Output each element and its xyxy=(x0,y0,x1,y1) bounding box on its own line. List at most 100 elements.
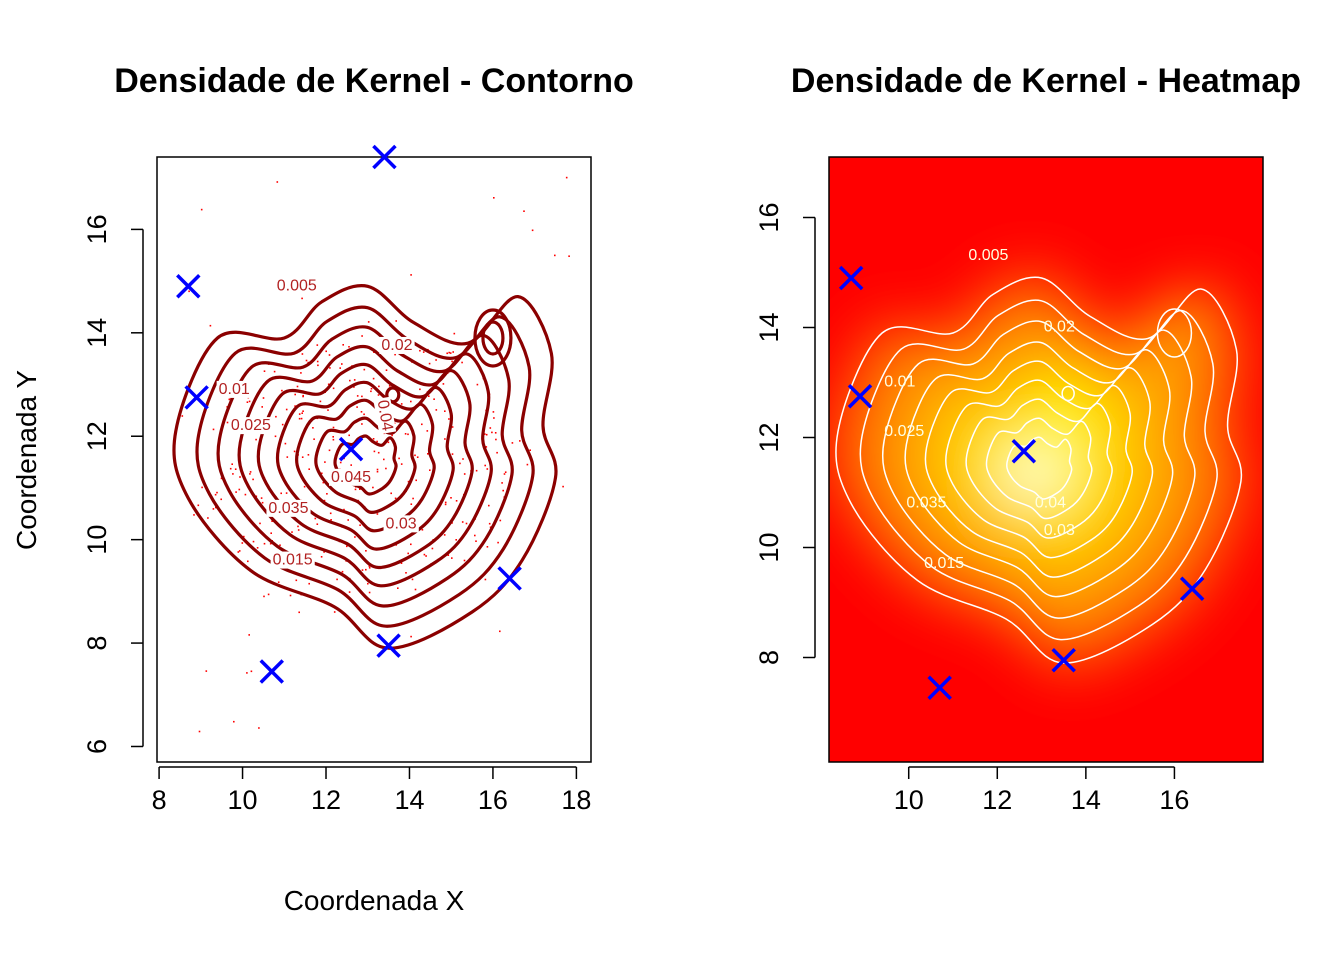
sample-point xyxy=(367,321,370,323)
sample-point xyxy=(411,578,414,581)
sample-point xyxy=(414,454,416,457)
contour-line xyxy=(275,380,455,551)
sample-point xyxy=(531,229,534,232)
sample-point xyxy=(415,479,417,482)
sample-point xyxy=(323,499,326,502)
sample-point xyxy=(450,497,452,499)
contour-label: 0.01 xyxy=(219,381,250,398)
sample-point xyxy=(523,210,525,212)
sample-point xyxy=(316,344,319,346)
y-axis-label: Coordenada Y xyxy=(11,370,42,550)
contour-label: 0.01 xyxy=(884,374,915,391)
cluster-marker xyxy=(847,384,873,409)
sample-point xyxy=(562,485,564,488)
chart-title-left: Densidade de Kernel - Contorno xyxy=(114,62,634,100)
x-tick-label: 14 xyxy=(394,785,424,815)
sample-point xyxy=(285,492,288,494)
sample-point xyxy=(428,395,430,397)
sample-point xyxy=(407,433,409,436)
sample-point xyxy=(263,542,266,545)
sample-point xyxy=(328,354,331,356)
sample-point xyxy=(448,351,450,354)
sample-point xyxy=(395,320,397,322)
cluster-marker xyxy=(184,385,209,410)
sample-point xyxy=(198,730,201,733)
sample-point xyxy=(262,397,265,399)
sample-point xyxy=(200,208,203,211)
sample-point xyxy=(353,386,355,388)
contour-line xyxy=(256,362,474,570)
sample-point xyxy=(425,555,427,557)
sample-point xyxy=(410,400,412,403)
sample-point xyxy=(286,456,289,458)
sample-point xyxy=(444,501,447,504)
y-tick-label: 8 xyxy=(82,636,112,651)
sample-point xyxy=(486,546,489,548)
sample-point xyxy=(294,393,296,396)
contour-label: 0.025 xyxy=(884,423,924,440)
contour-panel: Densidade de Kernel - Contorno 0.005 0.01… xyxy=(11,62,634,916)
heat-band xyxy=(1006,454,1059,498)
contour-line xyxy=(237,344,493,588)
sample-point xyxy=(429,469,431,471)
sample-point xyxy=(284,442,287,445)
sample-point xyxy=(269,542,272,545)
sample-point xyxy=(302,394,304,397)
sample-point xyxy=(279,544,281,546)
sample-point xyxy=(377,451,380,454)
sample-point xyxy=(361,335,363,337)
sample-point xyxy=(317,364,319,367)
sample-point xyxy=(249,471,252,473)
plot-area-right xyxy=(828,156,1264,763)
sample-point xyxy=(360,411,363,413)
sample-point xyxy=(301,353,304,355)
sample-point xyxy=(209,324,212,327)
sample-point xyxy=(453,332,456,335)
x-tick-label: 12 xyxy=(311,785,341,815)
sample-point xyxy=(444,410,446,412)
contour-label: 0.03 xyxy=(1044,522,1075,539)
sample-point xyxy=(248,400,251,403)
sample-point xyxy=(416,456,419,458)
y-tick-label: 16 xyxy=(754,202,784,232)
sample-point xyxy=(412,497,414,500)
sample-point xyxy=(314,517,317,520)
sample-point xyxy=(423,553,426,556)
sample-point xyxy=(504,471,507,473)
sample-point xyxy=(428,362,431,365)
sample-point xyxy=(212,428,215,431)
contour-label: 0.04 xyxy=(374,399,396,433)
contour-label: 0.005 xyxy=(968,247,1008,264)
sample-point xyxy=(495,438,497,441)
sample-point xyxy=(342,344,344,346)
sample-point xyxy=(451,557,453,559)
sample-point xyxy=(489,427,492,429)
sample-point xyxy=(307,454,310,456)
sample-point xyxy=(475,469,478,472)
sample-point xyxy=(260,497,263,499)
sample-point xyxy=(322,481,325,484)
sample-point xyxy=(444,503,447,506)
sample-point xyxy=(303,485,306,488)
sample-point xyxy=(341,570,344,573)
sample-point xyxy=(426,430,429,432)
sample-point xyxy=(356,406,358,408)
sample-point xyxy=(565,176,568,179)
sample-point xyxy=(443,534,446,536)
sample-point xyxy=(300,372,302,374)
sample-point xyxy=(398,457,400,460)
cluster-marker xyxy=(372,144,397,170)
sample-point xyxy=(214,493,217,496)
sample-point xyxy=(372,438,375,440)
sample-point xyxy=(476,383,479,386)
heatmap-fill xyxy=(829,157,1263,762)
sample-point xyxy=(316,523,319,525)
sample-point xyxy=(370,390,372,393)
sample-point xyxy=(207,517,209,519)
sample-point xyxy=(511,442,514,444)
sample-point xyxy=(232,473,234,475)
sample-point xyxy=(410,274,412,276)
sample-point xyxy=(465,522,468,525)
axes-left: 8 10 12 14 16 18 6 8 10 12 14 16 xyxy=(82,214,591,815)
sample-point xyxy=(361,569,364,571)
